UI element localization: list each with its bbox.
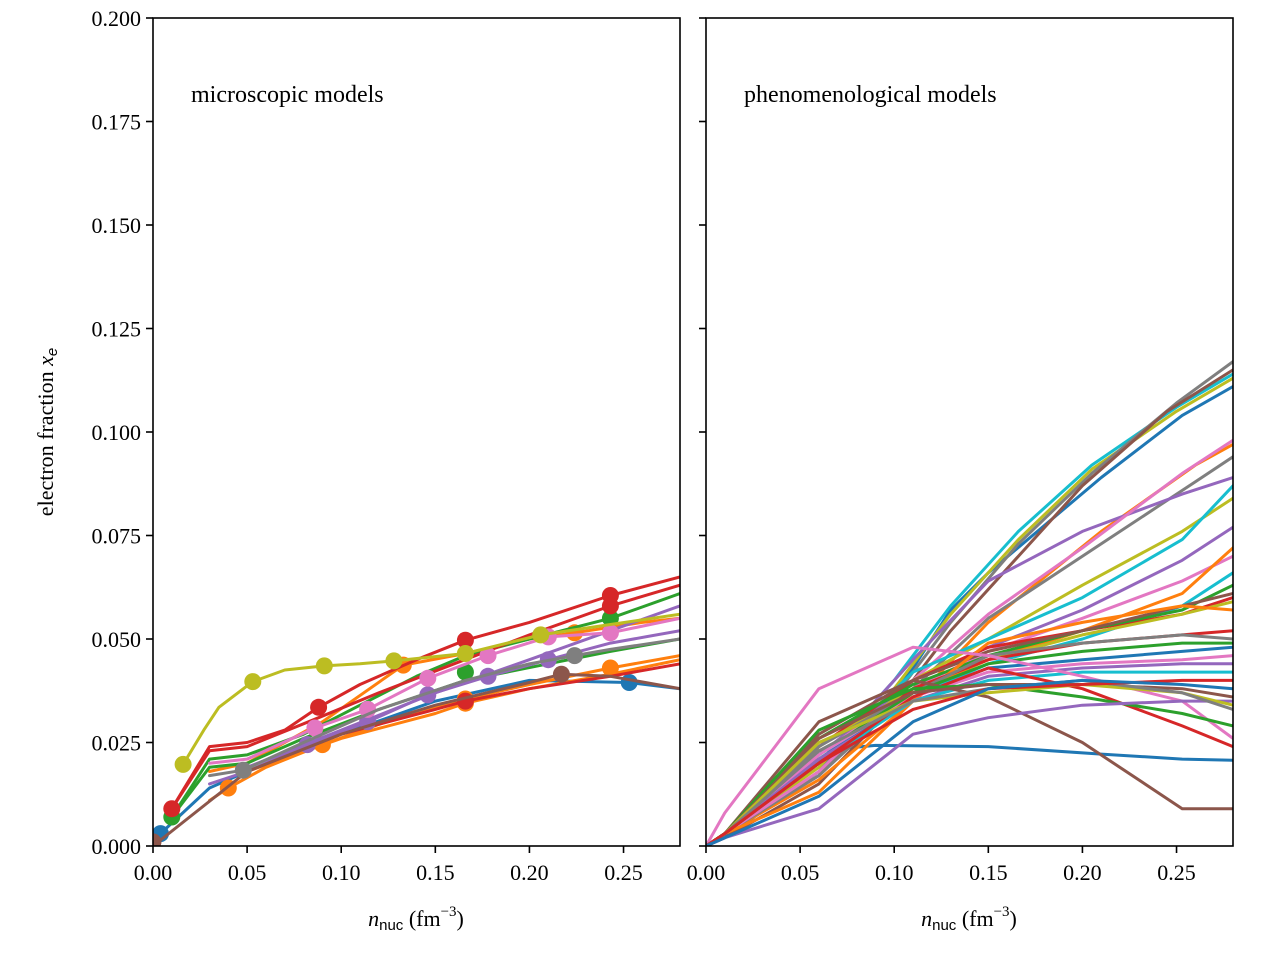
right-xlabel-sub: nuc: [932, 917, 957, 934]
left-series-12-marker-3: [479, 647, 497, 665]
right-xlabel-close: ): [1010, 906, 1017, 931]
left-ytick-label-8: 0.200: [92, 6, 142, 31]
left-ytick-label-1: 0.025: [92, 731, 142, 756]
left-series-14-marker-3: [385, 652, 403, 670]
right-xtick-label-2: 0.10: [875, 860, 914, 885]
left-series-11-marker-0: [153, 833, 162, 846]
right-xlabel-unit: (fm: [956, 906, 993, 931]
left-series-13-marker-0: [234, 761, 252, 779]
left-series-line-11: [153, 672, 680, 846]
left-series-12-marker-2: [419, 669, 437, 687]
left-series-7-marker-0: [601, 597, 619, 615]
y-axis-label: electron fraction xe: [33, 348, 61, 516]
right-xtick-label-0: 0.00: [687, 860, 726, 885]
right-series-line-35: [706, 678, 1233, 846]
ylabel-sub: e: [44, 348, 61, 356]
right-xtick-label-4: 0.20: [1063, 860, 1102, 885]
right-series-line-32: [706, 699, 1233, 846]
left-xlabel-close: ): [457, 906, 464, 931]
left-series-6-marker-1: [310, 698, 328, 716]
right-xtick-label-1: 0.05: [781, 860, 820, 885]
left-ytick-label-6: 0.150: [92, 213, 142, 238]
right-annotation: phenomenological models: [744, 82, 997, 108]
left-series-11-marker-1: [552, 665, 570, 683]
left-series-12-marker-5: [601, 624, 619, 642]
left-annotation: microscopic models: [191, 82, 384, 108]
left-xlabel-sub: nuc: [379, 917, 404, 934]
left-series-12-marker-0: [306, 719, 324, 737]
ylabel-var: x: [33, 356, 58, 367]
left-ytick-label-2: 0.050: [92, 627, 142, 652]
left-series-4-marker-1: [456, 663, 474, 681]
right-series-line-37: [706, 678, 1233, 846]
right-xtick-label-5: 0.25: [1157, 860, 1196, 885]
left-xtick-label-2: 0.10: [322, 860, 361, 885]
left-xlabel-main: n: [368, 906, 379, 931]
left-series-14-marker-2: [315, 657, 333, 675]
left-series-14-marker-0: [174, 755, 192, 773]
right-series-line-20: [706, 604, 1233, 846]
panel-microscopic: 0.00 0.05 0.10 0.15 0.20 0.25 0.000 0.025 0.050 0…: [33, 6, 681, 934]
left-series-line-13: [208, 637, 680, 778]
left-xtick-label-5: 0.25: [604, 860, 643, 885]
right-series-group: [706, 360, 1233, 846]
left-x-axis-label: nnuc (fm−3): [368, 904, 464, 934]
left-ytick-label-5: 0.125: [92, 317, 142, 342]
right-series-line-28: [706, 645, 1233, 846]
right-xlabel-main: n: [921, 906, 932, 931]
left-ticks-group: 0.00 0.05 0.10 0.15 0.20 0.25 0.000 0.025 0.050 0…: [92, 6, 643, 885]
left-xtick-label-0: 0.00: [134, 860, 173, 885]
left-series-14-marker-1: [244, 673, 262, 691]
left-ytick-label-7: 0.175: [92, 110, 142, 135]
panel-phenomenological: 0.00 0.05 0.10 0.15 0.20 0.25 phenomenologica…: [687, 17, 1234, 934]
left-series-6-marker-2: [456, 631, 474, 649]
left-ytick-label-4: 0.100: [92, 420, 142, 445]
right-x-axis-label: nnuc (fm−3): [921, 904, 1017, 934]
right-xlabel-exp: −3: [994, 904, 1010, 920]
ylabel-main: electron fraction: [33, 366, 58, 516]
left-xtick-label-4: 0.20: [510, 860, 549, 885]
left-xlabel-exp: −3: [441, 904, 457, 920]
left-ytick-label-3: 0.075: [92, 524, 142, 549]
left-ytick-label-0: 0.000: [92, 834, 142, 859]
left-series-14-marker-4: [456, 645, 474, 662]
left-xtick-label-3: 0.15: [416, 860, 455, 885]
left-series-line-7: [170, 583, 680, 811]
left-series-13-marker-1: [566, 647, 584, 665]
left-xtick-label-1: 0.05: [228, 860, 267, 885]
left-series-line-6: [170, 575, 680, 811]
right-ticks-group: 0.00 0.05 0.10 0.15 0.20 0.25: [687, 17, 1196, 885]
right-series-line-36: [706, 678, 1233, 846]
left-series-0-marker-1: [620, 674, 638, 691]
left-series-line-14: [181, 612, 680, 766]
left-series-14-marker-5: [532, 626, 550, 644]
left-series-group: [153, 575, 680, 846]
right-xtick-label-3: 0.15: [969, 860, 1008, 885]
left-xlabel-unit: (fm: [403, 906, 440, 931]
